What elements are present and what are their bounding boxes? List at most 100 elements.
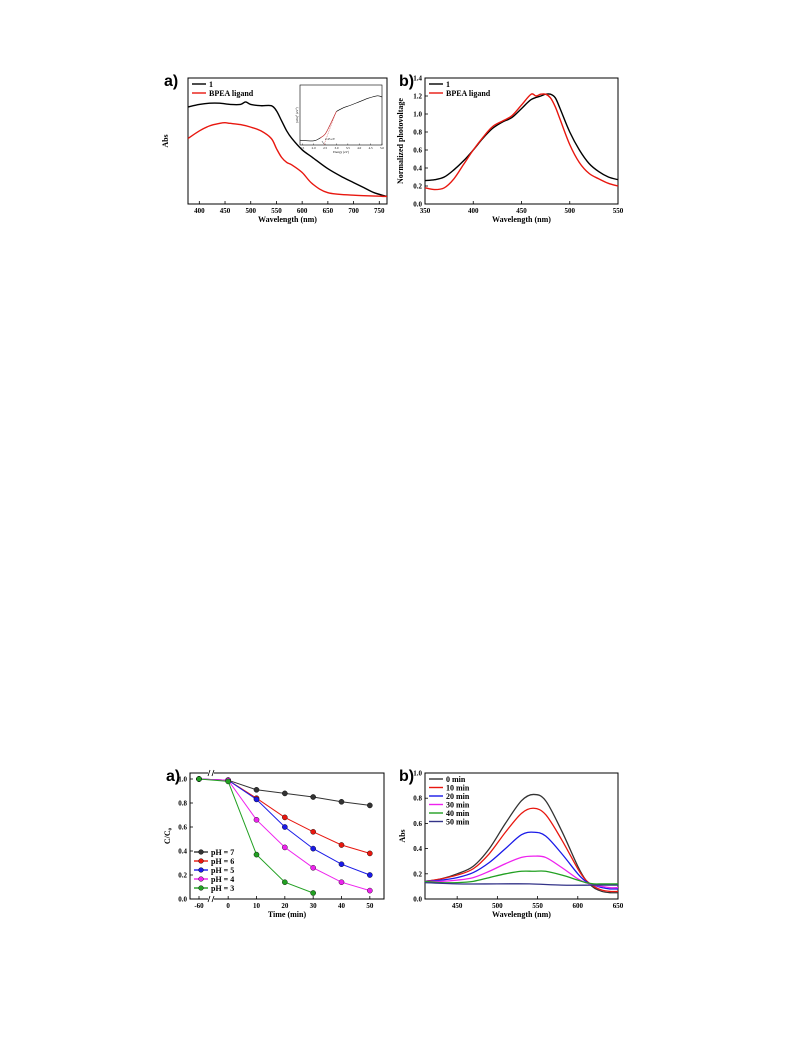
- y-tick-label: 1.0: [413, 770, 422, 778]
- x-tick-label: 550: [271, 207, 282, 215]
- x-tick-label: 350: [420, 207, 431, 215]
- figure-1b-chart: b) 350 400 450 500 550 0.0 0.2 0.4 0.6 0.8 1.0 1.2 1.…: [395, 70, 630, 255]
- y-axis-label: C/C₀: [163, 827, 172, 844]
- data-point: [225, 778, 231, 785]
- inset-x-tick-label: 3.5: [346, 146, 350, 150]
- data-point: [282, 824, 288, 830]
- inset-x-label: Energy (eV): [333, 150, 349, 154]
- axis-break-mark: [207, 769, 211, 777]
- data-point: [282, 790, 288, 797]
- inset-x-tick-label: 2.0: [312, 146, 316, 150]
- y-tick-label: 0.0: [413, 201, 422, 209]
- legend-entry: 0 min: [446, 775, 466, 784]
- x-tick-label: 500: [565, 207, 576, 215]
- x-tick-label: 10: [253, 902, 261, 910]
- data-point: [282, 879, 288, 885]
- inset-x-tick-label: 3.0: [334, 146, 338, 150]
- data-point: [310, 865, 316, 871]
- x-tick-label: 750: [374, 207, 385, 215]
- legend-entry: pH = 3: [211, 884, 234, 893]
- y-tick-label: 1.2: [413, 93, 422, 101]
- inset-curve-base: [299, 137, 321, 142]
- y-axis-label: Normalized photovoltage: [396, 98, 405, 184]
- y-tick-label: 1.4: [413, 75, 422, 83]
- legend-marker: [198, 885, 204, 891]
- legend-entry: BPEA ligand: [209, 89, 254, 98]
- x-tick-label: 450: [452, 902, 463, 910]
- data-point: [253, 786, 260, 793]
- inset-curve-top: [336, 95, 383, 112]
- plot-frame: [187, 77, 388, 205]
- inset-annotation: 2.45 eV: [325, 137, 336, 141]
- x-axis-label: Wavelength (nm): [492, 910, 551, 919]
- y-tick-label: 1.0: [413, 111, 422, 119]
- series-line: [187, 122, 388, 198]
- inset-curve-edge: [320, 111, 337, 139]
- inset-x-tick-label: 2.5: [323, 146, 327, 150]
- series-line: [424, 881, 618, 886]
- legend-entry: pH = 5: [211, 866, 234, 875]
- y-axis-label: Abs: [398, 829, 407, 842]
- x-axis-label: Time (min): [268, 910, 307, 919]
- y-tick-label: 0.4: [178, 848, 187, 856]
- legend-marker: [198, 858, 204, 864]
- y-tick-label: 0.2: [413, 183, 422, 191]
- inset-y-label: [αhν]² (eV²): [295, 107, 299, 122]
- data-point: [253, 796, 260, 803]
- y-tick-label: 0.0: [178, 896, 187, 904]
- plot-frame: [189, 772, 385, 900]
- inset-x-tick-label: 1.5: [300, 146, 304, 150]
- x-tick-label: 500: [492, 902, 503, 910]
- axis-break-mask: [208, 770, 214, 776]
- data-point: [367, 872, 373, 878]
- x-tick-label: 40: [338, 902, 346, 910]
- data-point: [367, 887, 373, 894]
- legend-entry: 50 min: [446, 817, 470, 826]
- axis-break-mark: [211, 769, 215, 777]
- legend-marker: [198, 849, 204, 855]
- data-point: [310, 890, 316, 896]
- panel-label: a): [166, 768, 180, 785]
- x-tick-label: 650: [613, 902, 624, 910]
- x-tick-label: 600: [297, 207, 308, 215]
- legend-entry: 10 min: [446, 783, 470, 792]
- y-tick-label: 0.8: [178, 800, 187, 808]
- figure-1a-chart: a) 400 450 500 550 600 650 700 750 Wavelength (nm…: [160, 70, 395, 255]
- series-line: [424, 831, 619, 890]
- series-line: [424, 807, 619, 893]
- inset-x-tick-label: 4.0: [357, 146, 361, 150]
- x-tick-label: 0: [226, 902, 230, 910]
- x-tick-label: 500: [245, 207, 256, 215]
- axis-break-mark: [211, 895, 215, 903]
- y-axis-label: Abs: [161, 134, 170, 147]
- inset-frame: [299, 84, 383, 146]
- chart-svg: a) -60 0 10 20 30 40 50 0.0 0.2 0.4 0.6 0.8 1.0 Time (…: [163, 768, 385, 919]
- x-tick-label: 450: [220, 207, 231, 215]
- y-tick-label: 0.4: [413, 165, 422, 173]
- series-line: [424, 793, 619, 894]
- legend-entry: 1: [446, 80, 450, 89]
- series-line: [424, 93, 619, 191]
- x-tick-label: -60: [194, 902, 204, 910]
- y-tick-label: 0.2: [178, 872, 187, 880]
- panel-label: a): [164, 73, 178, 90]
- chart-svg: a) 400 450 500 550 600 650 700 750 Wavelength (nm…: [161, 73, 388, 224]
- y-tick-label: 1.0: [178, 776, 187, 784]
- data-point: [367, 802, 373, 809]
- x-tick-label: 450: [516, 207, 527, 215]
- data-point: [282, 814, 288, 821]
- x-tick-label: 650: [323, 207, 334, 215]
- inset-x-tick-label: 4.5: [369, 146, 373, 150]
- figure-2b-chart: b) 450 500 550 600 650 0.0 0.2 0.4 0.6 0.8 1.0 Wavel…: [395, 765, 630, 950]
- x-tick-label: 700: [348, 207, 359, 215]
- y-tick-label: 0.2: [413, 870, 422, 878]
- legend-entry: BPEA ligand: [446, 89, 491, 98]
- x-tick-label: 400: [468, 207, 479, 215]
- x-tick-label: 550: [532, 902, 543, 910]
- data-point: [253, 851, 260, 858]
- data-point: [367, 850, 373, 857]
- y-tick-label: 0.8: [413, 795, 422, 803]
- panel-label: b): [399, 73, 414, 90]
- legend-entry: 30 min: [446, 800, 470, 809]
- y-tick-label: 0.6: [413, 820, 422, 828]
